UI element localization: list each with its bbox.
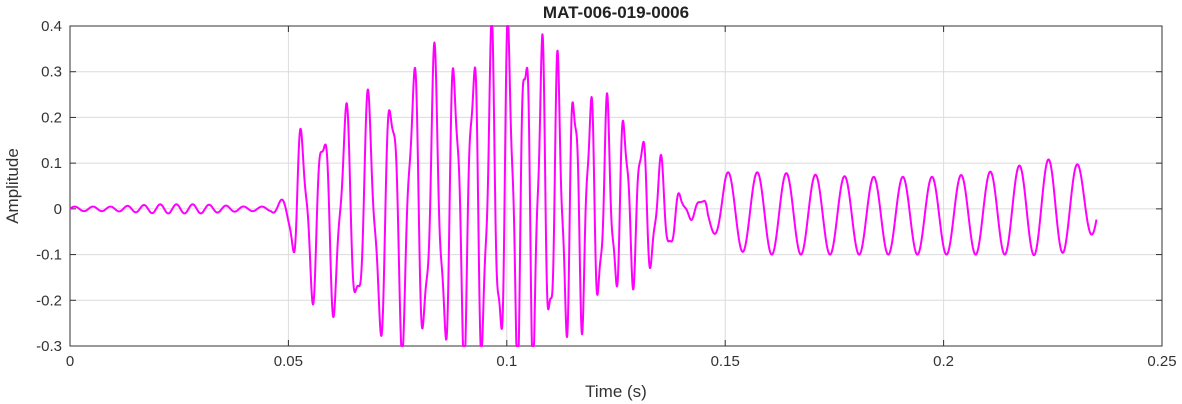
x-axis-label: Time (s)	[585, 382, 647, 401]
x-tick-label: 0.25	[1147, 353, 1176, 370]
y-tick-label: 0	[54, 201, 62, 218]
x-tick-label: 0.2	[933, 353, 954, 370]
x-tick-label: 0.05	[274, 353, 303, 370]
y-tick-label: 0.3	[41, 64, 62, 81]
y-axis-label: Amplitude	[3, 148, 22, 224]
x-tick-label: 0.15	[711, 353, 740, 370]
amplitude-series-line	[69, 25, 1098, 347]
grid	[69, 25, 1163, 347]
y-tick-label: -0.3	[36, 338, 62, 355]
y-tick-label: -0.2	[36, 292, 62, 309]
y-tick-label: 0.1	[41, 155, 62, 172]
plot-frame	[69, 25, 1163, 347]
y-axis-ticks: -0.3 -0.2 -0.1 0 0.1 0.2 0.3 0.4	[36, 18, 1162, 355]
y-tick-label: 0.4	[41, 18, 62, 35]
x-tick-label: 0	[66, 353, 74, 370]
x-axis-ticks: 0 0.05 0.1 0.15 0.2 0.25	[66, 26, 1177, 370]
x-tick-label: 0.1	[496, 353, 517, 370]
series-layer	[69, 25, 1098, 347]
chart-title: MAT-006-019-0006	[543, 3, 689, 22]
y-tick-label: -0.1	[36, 247, 62, 264]
y-tick-label: 0.2	[41, 109, 62, 126]
